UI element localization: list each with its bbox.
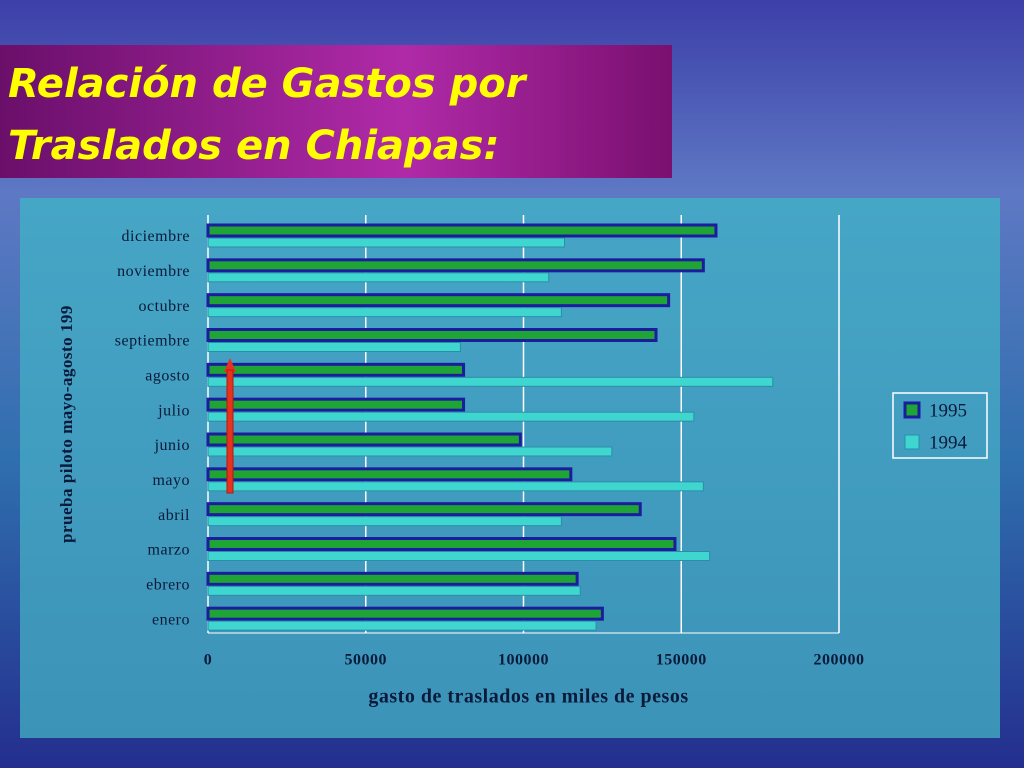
arrow-head <box>224 358 236 372</box>
bar <box>206 571 579 586</box>
x-axis-label: gasto de traslados en miles de pesos <box>368 686 688 708</box>
bar <box>207 272 550 283</box>
x-tick-label: 100000 <box>498 652 549 669</box>
y-tick-label: mayo <box>152 472 190 489</box>
legend-box <box>892 392 988 459</box>
bar <box>206 258 705 273</box>
y-tick-label: agosto <box>145 367 190 384</box>
bar <box>206 502 642 517</box>
bar <box>207 342 461 352</box>
bar <box>206 293 671 308</box>
bar <box>206 223 718 238</box>
y-tick-label: diciembre <box>122 228 190 245</box>
bar <box>207 551 711 561</box>
y-tick-label: marzo <box>148 542 190 559</box>
legend-swatch <box>903 401 921 419</box>
y-tick-label: octubre <box>139 298 190 315</box>
bar <box>206 537 677 551</box>
bar <box>207 411 695 422</box>
bar <box>206 397 466 412</box>
bar <box>206 362 466 377</box>
x-tick-label: 0 <box>204 652 213 669</box>
y-tick-label: enero <box>152 611 190 628</box>
bar <box>207 516 562 527</box>
arrow-shaft <box>226 369 234 494</box>
legend-swatch <box>904 434 920 450</box>
bar <box>207 446 613 457</box>
title-box <box>0 45 672 178</box>
legend-label: 1994 <box>929 432 968 453</box>
legend-label: 1995 <box>929 400 967 421</box>
bar <box>207 585 581 596</box>
bar <box>207 237 566 248</box>
x-tick-label: 50000 <box>345 652 388 669</box>
plot: 0 50000 100000 150000 200000 enero ebrero marzo… <box>57 215 988 708</box>
x-tick-label: 150000 <box>656 652 707 669</box>
title-line: Traslados en Chiapas: <box>8 123 499 169</box>
bar <box>207 481 704 492</box>
y-tick-label: junio <box>154 437 190 454</box>
bar <box>206 467 573 482</box>
y-tick-label: abril <box>158 507 190 524</box>
y-tick-label: julio <box>157 402 190 419</box>
bar <box>206 328 658 342</box>
y-tick-label: septiembre <box>115 333 190 350</box>
bar <box>207 620 597 631</box>
x-tick-label: 200000 <box>814 652 865 669</box>
y-tick-label: noviembre <box>117 263 190 280</box>
title-line: Relación de Gastos por <box>8 61 528 107</box>
bar <box>206 606 604 621</box>
y-tick-label: ebrero <box>146 576 190 593</box>
bar <box>206 432 522 447</box>
bar <box>207 376 774 387</box>
bar <box>207 307 562 318</box>
y-axis-label: prueba piloto mayo-agosto 199 <box>57 305 76 543</box>
